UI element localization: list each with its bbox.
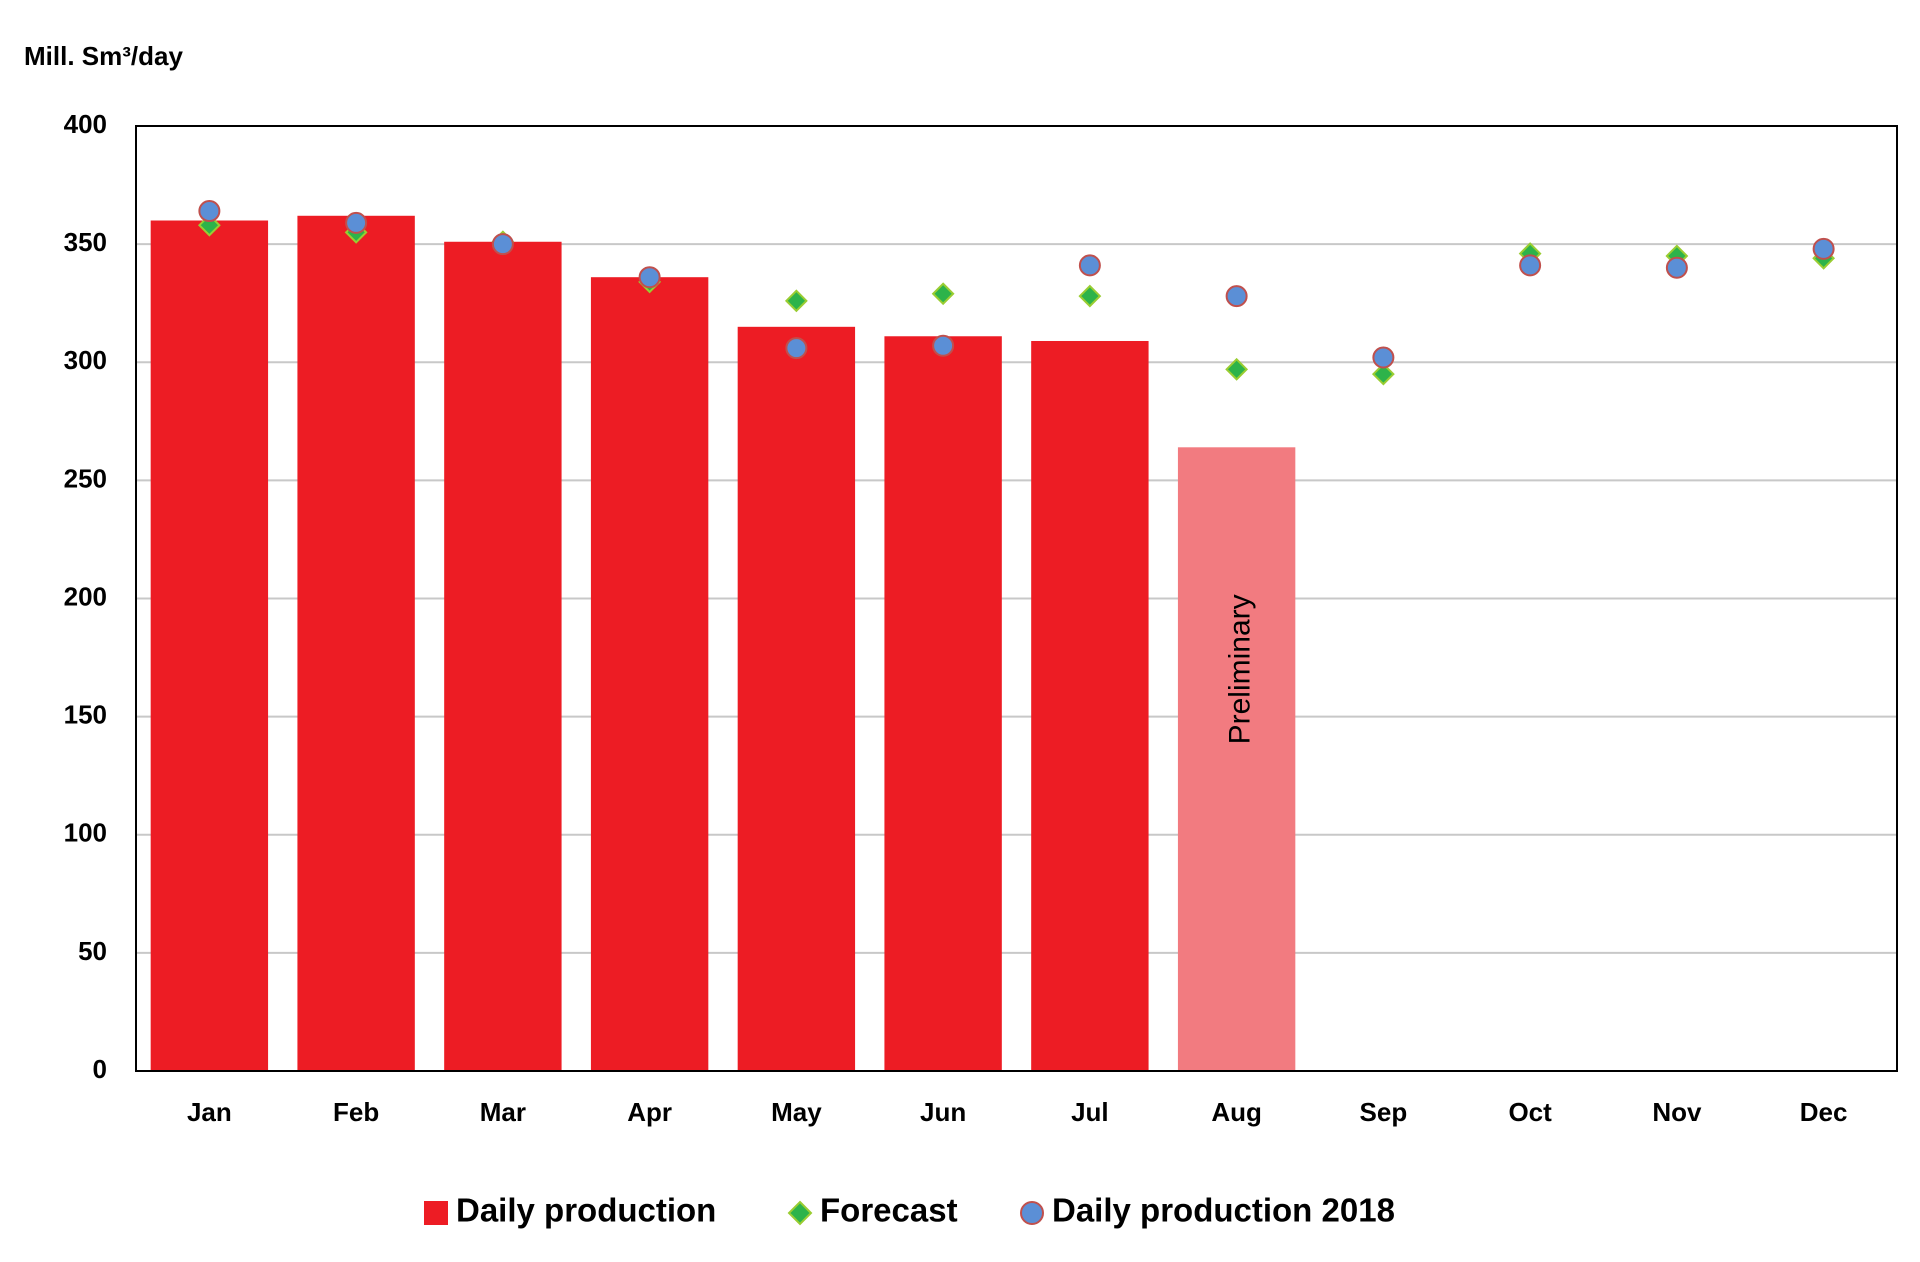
forecast-marker [1371, 362, 1395, 386]
x-tick-label: Jul [1071, 1097, 1109, 1127]
point-2018 [638, 266, 661, 289]
x-tick-label: Feb [333, 1097, 379, 1127]
x-tick-label: Apr [627, 1097, 672, 1127]
y-tick-label: 0 [93, 1054, 107, 1084]
x-tick-label: Dec [1800, 1097, 1848, 1127]
point-2018 [1372, 346, 1395, 369]
y-tick-label: 150 [64, 700, 107, 730]
x-tick-label: Mar [480, 1097, 526, 1127]
x-tick-label: Jan [187, 1097, 232, 1127]
x-tick-label: Jun [920, 1097, 966, 1127]
x-tick-label: Oct [1508, 1097, 1552, 1127]
y-tick-label: 100 [64, 818, 107, 848]
x-tick-label: Aug [1211, 1097, 1262, 1127]
bar [150, 220, 269, 1071]
point-2018 [491, 233, 514, 256]
forecast-marker [931, 282, 955, 306]
legend-swatch [787, 1200, 813, 1226]
forecast-marker [1078, 284, 1102, 308]
bar [884, 336, 1002, 1071]
x-tick-label: Sep [1360, 1097, 1408, 1127]
legend-label: Forecast [820, 1192, 958, 1229]
point-2018 [345, 211, 368, 234]
legend-swatch [1020, 1201, 1044, 1225]
y-tick-label: 250 [64, 463, 107, 493]
y-tick-label: 50 [78, 936, 107, 966]
legend-label: Daily production 2018 [1052, 1192, 1395, 1229]
bar [297, 215, 415, 1071]
point-2018 [1519, 254, 1542, 277]
point-2018 [198, 200, 221, 223]
bar [590, 277, 709, 1071]
point-2018 [1078, 254, 1101, 277]
point-2018 [1665, 256, 1688, 279]
x-tick-label: Nov [1652, 1097, 1702, 1127]
bar [737, 326, 856, 1071]
bar [444, 241, 562, 1071]
legend-swatch [424, 1201, 448, 1225]
point-2018 [1812, 237, 1835, 260]
forecast-marker [784, 289, 808, 313]
y-tick-label: 350 [64, 227, 107, 257]
y-tick-label: 200 [64, 581, 107, 611]
y-tick-label: 300 [64, 345, 107, 375]
point-2018 [1225, 285, 1248, 308]
point-2018 [932, 334, 955, 357]
annotation: Preliminary [1224, 594, 1257, 744]
plot-frame [135, 125, 1898, 1072]
forecast-marker [1225, 357, 1249, 381]
point-2018 [785, 337, 808, 360]
bar [1177, 447, 1296, 1071]
bar [1031, 340, 1149, 1071]
y-axis-label: Mill. Sm³/day [24, 41, 183, 71]
y-tick-label: 400 [64, 109, 107, 139]
legend-label: Daily production [456, 1192, 716, 1229]
x-tick-label: May [771, 1097, 822, 1127]
